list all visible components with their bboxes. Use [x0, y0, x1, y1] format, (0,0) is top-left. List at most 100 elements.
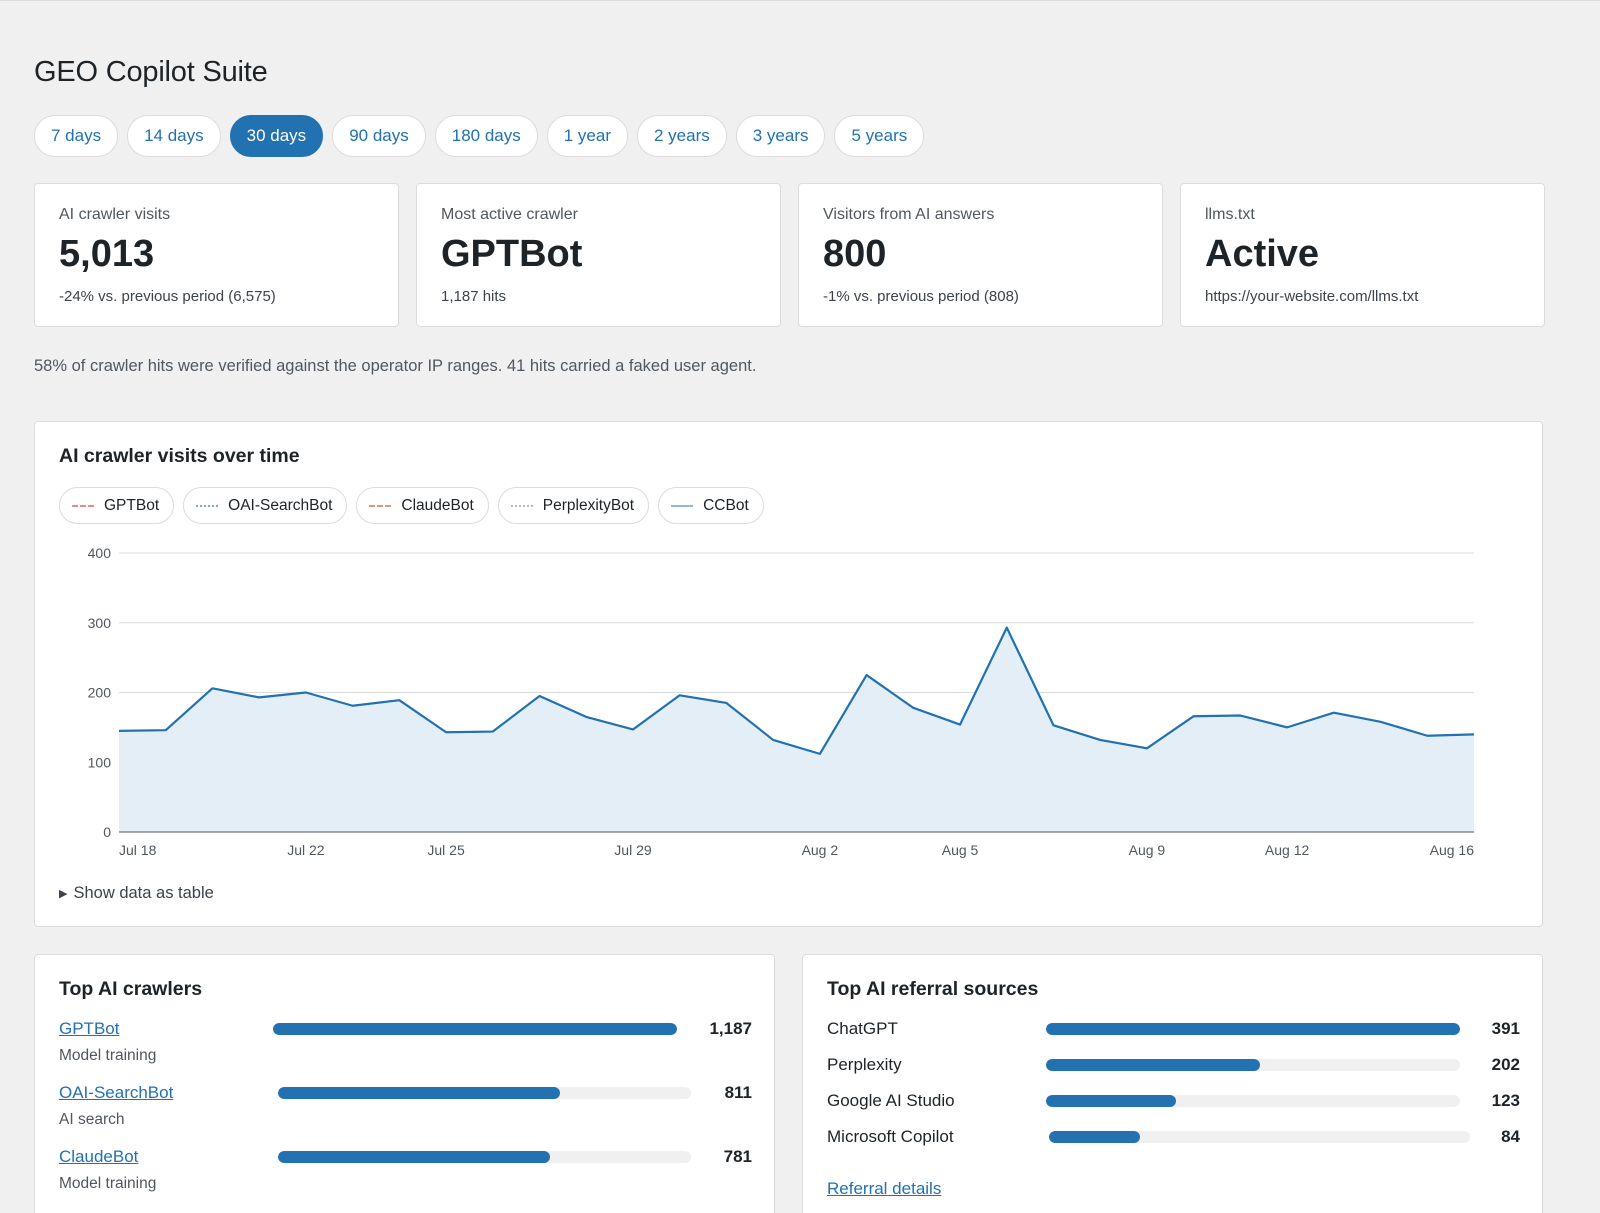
crawler-hits: 781 — [723, 1147, 752, 1166]
data-point — [957, 722, 963, 728]
stat-label: Most active crawler — [441, 206, 578, 223]
data-point — [677, 692, 683, 698]
legend-item-oai-searchbot[interactable]: OAI-SearchBot — [183, 487, 348, 524]
chart-legend: GPTBot OAI-SearchBot ClaudeBot Perplexit… — [59, 487, 764, 524]
data-point — [209, 685, 215, 691]
series-area — [119, 627, 1474, 832]
referral-bar-track — [1049, 1131, 1470, 1143]
referral-count: 202 — [1491, 1055, 1520, 1074]
referral-bar-track — [1046, 1059, 1460, 1071]
stat-sub: 1,187 hits — [441, 288, 507, 305]
crawler-row: ClaudeBot Model training 781 — [59, 1147, 752, 1203]
stat-sub: https://your-website.com/llms.txt — [1205, 288, 1419, 305]
referral-row: Microsoft Copilot 84 — [827, 1127, 1520, 1153]
stat-value: 5,013 — [59, 233, 155, 275]
referral-bar-fill — [1049, 1131, 1140, 1143]
range-tab-90-days[interactable]: 90 days — [332, 115, 426, 157]
data-point — [1191, 713, 1197, 719]
data-point — [864, 672, 870, 678]
top-ai-crawlers-panel: Top AI crawlers GPTBot Model training 1,18… — [34, 954, 775, 1213]
referral-row: Google AI Studio 123 — [827, 1091, 1520, 1117]
crawler-visits-chart: 0 100 200 300 400 Jul 18 Jul 22 Jul 25 Jul 29 Aug… — [88, 545, 1475, 858]
stat-value: Active — [1205, 233, 1320, 275]
crawler-visits-chart-panel: 0 100 200 300 400 Jul 18 Jul 22 Jul 25 Jul 29 Aug… — [34, 421, 1543, 927]
x-tick-label: Jul 25 — [427, 842, 465, 858]
referral-row: Perplexity 202 — [827, 1055, 1520, 1081]
referral-count: 391 — [1491, 1019, 1520, 1038]
referral-row: ChatGPT 391 — [827, 1019, 1520, 1045]
crawler-purpose: Model training — [59, 1047, 157, 1064]
legend-swatch — [72, 504, 94, 507]
series-line — [118, 626, 1475, 755]
legend-label: ClaudeBot — [401, 496, 474, 514]
crawler-purpose: AI search — [59, 1111, 125, 1128]
legend-swatch — [196, 504, 219, 507]
crawler-bar-track — [278, 1151, 691, 1163]
crawler-link[interactable]: ClaudeBot — [59, 1147, 139, 1166]
legend-item-claudebot[interactable]: ClaudeBot — [356, 487, 489, 524]
data-point — [116, 728, 122, 734]
page-title: GEO Copilot Suite — [34, 56, 268, 88]
crawler-bar-fill — [278, 1151, 550, 1163]
range-tab-3-years[interactable]: 3 years — [735, 115, 826, 157]
legend-swatch — [369, 504, 392, 507]
crawler-hits: 1,187 — [709, 1019, 752, 1038]
referral-bar-fill — [1046, 1059, 1261, 1071]
range-tab-180-days[interactable]: 180 days — [434, 115, 538, 157]
data-point — [817, 751, 823, 757]
crawlers-title: Top AI crawlers — [59, 978, 203, 1000]
referral-details-link[interactable]: Referral details — [827, 1179, 942, 1198]
legend-item-gptbot[interactable]: GPTBot — [59, 487, 175, 524]
show-data-as-table-toggle[interactable]: ▶ Show data as table — [59, 884, 214, 903]
referral-source-name: Microsoft Copilot — [827, 1127, 954, 1146]
referral-bar-track — [1046, 1095, 1460, 1107]
range-tab-5-years[interactable]: 5 years — [834, 115, 925, 157]
stat-sub: -24% vs. previous period (6,575) — [59, 288, 276, 305]
legend-item-perplexitybot[interactable]: PerplexityBot — [497, 487, 650, 524]
legend-item-ccbot[interactable]: CCBot — [658, 487, 764, 524]
data-point — [723, 700, 729, 706]
referral-source-name: Google AI Studio — [827, 1091, 955, 1110]
date-range-tabs: 7 days 14 days 30 days 90 days 180 days … — [34, 115, 925, 157]
range-tab-2-years[interactable]: 2 years — [636, 115, 727, 157]
top-divider — [0, 0, 1600, 1]
y-tick-label: 100 — [88, 754, 112, 770]
crawler-link[interactable]: OAI-SearchBot — [59, 1083, 174, 1102]
stat-label: Visitors from AI answers — [823, 206, 995, 223]
x-tick-label: Jul 18 — [119, 842, 157, 858]
disclosure-triangle-icon: ▶ — [59, 888, 68, 900]
crawler-link[interactable]: GPTBot — [59, 1019, 120, 1038]
range-tab-30-days[interactable]: 30 days — [229, 115, 324, 157]
range-tab-7-days[interactable]: 7 days — [34, 115, 119, 157]
y-tick-label: 0 — [103, 824, 111, 840]
referral-bar-fill — [1046, 1095, 1177, 1107]
chart-title: AI crawler visits over time — [59, 445, 300, 467]
range-tab-1-year[interactable]: 1 year — [546, 115, 628, 157]
show-table-label: Show data as table — [73, 884, 214, 902]
data-point — [1331, 710, 1337, 716]
range-tab-14-days[interactable]: 14 days — [127, 115, 221, 157]
legend-label: GPTBot — [104, 496, 160, 514]
top-ai-referrals-panel: Top AI referral sources ChatGPT 391 Perple… — [802, 954, 1543, 1213]
data-point — [630, 726, 636, 732]
stat-card-most-active-crawler: Most active crawler GPTBot 1,187 hits — [416, 183, 781, 327]
crawler-bar-fill — [273, 1023, 677, 1035]
legend-label: CCBot — [703, 496, 749, 514]
stat-label: AI crawler visits — [59, 206, 171, 223]
stat-sub: -1% vs. previous period (808) — [823, 288, 1019, 305]
x-tick-label: Aug 2 — [802, 842, 839, 858]
x-tick-label: Aug 12 — [1265, 842, 1310, 858]
stat-label: llms.txt — [1205, 206, 1255, 223]
stat-card-crawler-visits: AI crawler visits 5,013 -24% vs. previou… — [34, 183, 399, 327]
data-point — [770, 737, 776, 743]
stat-cards: AI crawler visits 5,013 -24% vs. previou… — [34, 183, 1545, 327]
crawler-bar-fill — [278, 1087, 561, 1099]
data-point — [1144, 745, 1150, 751]
legend-label: OAI-SearchBot — [228, 496, 333, 514]
x-tick-label: Aug 16 — [1430, 842, 1475, 858]
crawler-bar-track — [273, 1023, 677, 1035]
crawler-purpose: Model training — [59, 1175, 157, 1192]
crawler-row: GPTBot Model training 1,187 — [59, 1019, 752, 1075]
x-tick-label: Jul 22 — [287, 842, 325, 858]
data-point — [350, 703, 356, 709]
